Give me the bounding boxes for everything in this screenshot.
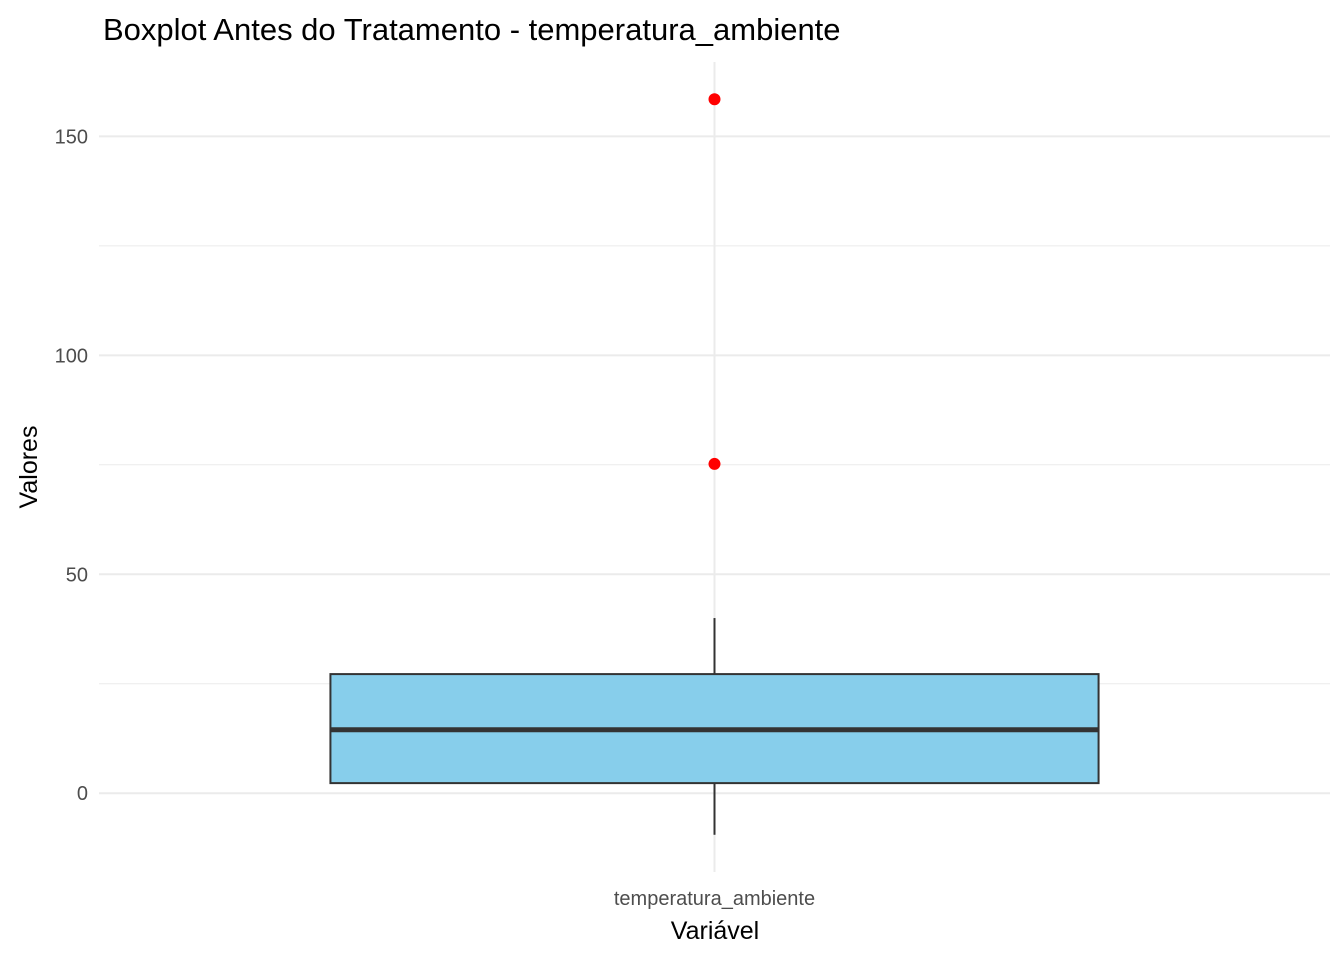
chart-title: Boxplot Antes do Tratamento - temperatur… — [103, 12, 841, 47]
x-tick-label: temperatura_ambiente — [614, 888, 815, 910]
y-axis-title: Valores — [15, 426, 43, 509]
y-tick-label: 150 — [55, 126, 88, 148]
y-tick-label: 100 — [55, 345, 88, 367]
outlier-point — [708, 93, 721, 106]
y-axis-ticks: 0 50 100 150 — [55, 126, 88, 805]
y-tick-label: 0 — [77, 783, 88, 805]
x-axis-title: Variável — [671, 917, 759, 945]
y-tick-label: 50 — [66, 564, 88, 586]
x-axis-ticks: temperatura_ambiente — [614, 888, 815, 910]
grid-lines — [99, 62, 1330, 872]
outlier-point — [708, 457, 721, 470]
plot-area — [329, 93, 1100, 835]
